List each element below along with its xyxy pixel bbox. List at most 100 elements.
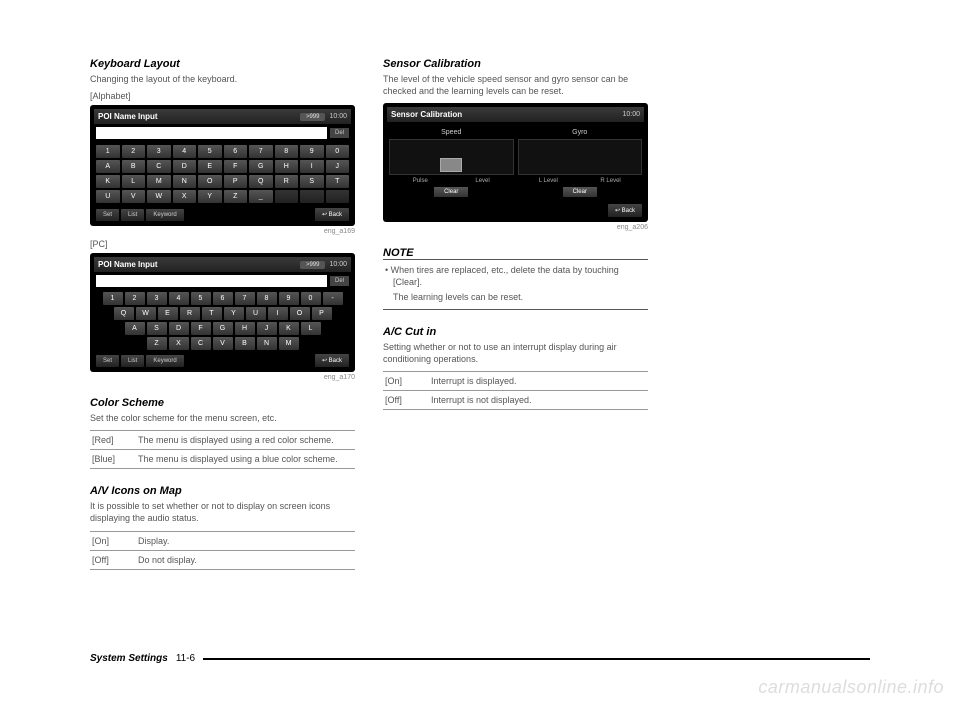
key[interactable]: G [249,160,273,173]
note-header-line: NOTE [383,247,648,260]
key[interactable]: H [275,160,299,173]
key[interactable]: M [147,175,171,188]
key[interactable]: 2 [122,145,146,158]
key[interactable]: L [122,175,146,188]
key[interactable]: V [213,337,233,350]
key[interactable]: 5 [191,292,211,305]
key[interactable]: C [147,160,171,173]
label-rlevel: R Level [600,178,620,184]
key[interactable]: Q [249,175,273,188]
key[interactable]: 7 [249,145,273,158]
set-button[interactable]: Set [96,209,119,221]
clear-speed-button[interactable]: Clear [389,184,514,197]
text-input[interactable] [96,127,327,139]
list-button[interactable]: List [121,209,144,221]
key[interactable]: A [96,160,120,173]
keyword-button[interactable]: Keyword [146,355,183,367]
key[interactable]: 0 [326,145,350,158]
body-color-scheme: Set the color scheme for the menu screen… [90,412,355,424]
clear-gyro-button[interactable]: Clear [518,184,643,197]
key[interactable]: 4 [169,292,189,305]
result-count-pill: >999 [300,113,326,121]
key[interactable]: 9 [279,292,299,305]
key[interactable]: X [173,190,197,203]
key[interactable]: 2 [125,292,145,305]
delete-button[interactable]: Del [330,128,349,138]
key[interactable]: 5 [198,145,222,158]
back-button[interactable]: ↩ Back [315,208,349,221]
key[interactable]: W [147,190,171,203]
back-button[interactable]: ↩ Back [315,354,349,367]
key[interactable]: P [312,307,332,320]
key[interactable]: T [326,175,350,188]
key[interactable]: 6 [224,145,248,158]
back-button[interactable]: ↩ Back [608,204,642,217]
key[interactable]: U [246,307,266,320]
key[interactable]: M [279,337,299,350]
key[interactable]: S [147,322,167,335]
option-key: [Red] [90,431,136,450]
key[interactable]: A [125,322,145,335]
key[interactable]: K [279,322,299,335]
key[interactable]: 4 [173,145,197,158]
key[interactable]: F [224,160,248,173]
key[interactable]: V [122,190,146,203]
key[interactable]: 6 [213,292,233,305]
key[interactable]: 3 [147,145,171,158]
key[interactable]: - [323,292,343,305]
key[interactable]: C [191,337,211,350]
key[interactable]: O [290,307,310,320]
key[interactable]: R [180,307,200,320]
key[interactable]: Q [114,307,134,320]
key[interactable]: T [202,307,222,320]
key[interactable]: 7 [235,292,255,305]
key[interactable]: W [136,307,156,320]
key[interactable]: E [158,307,178,320]
key[interactable]: I [268,307,288,320]
key[interactable]: X [169,337,189,350]
note-title: NOTE [383,247,414,259]
option-value: The menu is displayed using a red color … [136,431,355,450]
key[interactable]: B [235,337,255,350]
key[interactable]: D [169,322,189,335]
key[interactable]: D [173,160,197,173]
delete-button[interactable]: Del [330,276,349,286]
key[interactable]: N [257,337,277,350]
key[interactable]: 8 [257,292,277,305]
list-button[interactable]: List [121,355,144,367]
device-title: POI Name Input [98,112,158,121]
key[interactable]: J [326,160,350,173]
clock: 10:00 [622,111,640,118]
key[interactable]: 8 [275,145,299,158]
key[interactable]: R [275,175,299,188]
key[interactable]: Y [224,307,244,320]
key[interactable]: _ [249,190,273,203]
key[interactable]: 1 [103,292,123,305]
key[interactable]: N [173,175,197,188]
key[interactable]: P [224,175,248,188]
key[interactable]: F [191,322,211,335]
keyword-button[interactable]: Keyword [146,209,183,221]
key[interactable]: O [198,175,222,188]
key[interactable]: K [96,175,120,188]
text-input[interactable] [96,275,327,287]
key[interactable]: Z [224,190,248,203]
key[interactable]: L [301,322,321,335]
key[interactable]: E [198,160,222,173]
clock: 10:00 [329,261,347,268]
key[interactable]: S [300,175,324,188]
key[interactable]: Y [198,190,222,203]
key[interactable]: Z [147,337,167,350]
key[interactable]: 9 [300,145,324,158]
key[interactable]: I [300,160,324,173]
key[interactable]: 3 [147,292,167,305]
key[interactable]: B [122,160,146,173]
heading-keyboard-layout: Keyboard Layout [90,58,355,70]
key[interactable]: 1 [96,145,120,158]
set-button[interactable]: Set [96,355,119,367]
key[interactable]: U [96,190,120,203]
key[interactable]: G [213,322,233,335]
key[interactable]: H [235,322,255,335]
key[interactable]: J [257,322,277,335]
key[interactable]: 0 [301,292,321,305]
